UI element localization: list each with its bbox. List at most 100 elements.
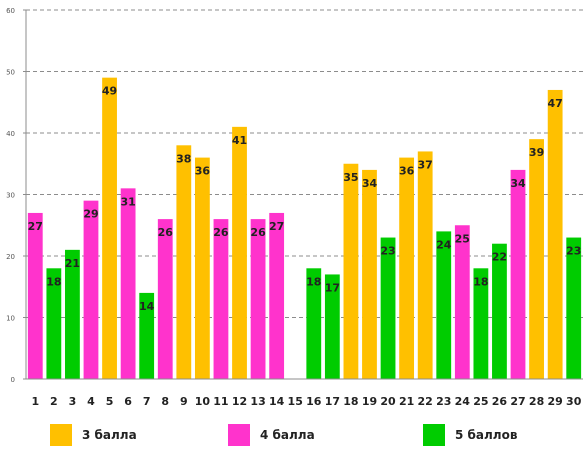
bar-18 [343,163,359,379]
data-label-12: 41 [232,134,247,147]
data-label-29: 47 [547,97,562,110]
data-label-17: 17 [325,281,340,294]
data-label-19: 34 [362,177,378,190]
x-tick-label-11: 11 [213,395,228,408]
x-tick-label-16: 16 [306,395,322,408]
bar-14 [269,212,285,379]
data-label-30: 23 [566,245,581,258]
y-tick-label: 50 [6,69,15,77]
data-label-23: 24 [436,238,452,251]
y-tick-label: 0 [11,376,15,384]
x-tick-label-10: 10 [195,395,211,408]
bar-17 [324,274,340,379]
bar-16 [306,268,322,379]
data-label-18: 35 [343,171,358,184]
data-label-13: 26 [250,226,266,239]
y-tick-label: 10 [6,315,15,323]
x-tick-label-2: 2 [50,395,58,408]
x-tick-label-14: 14 [269,395,285,408]
bar-19 [362,169,377,379]
data-label-3: 21 [65,257,80,270]
x-tick-label-9: 9 [180,395,188,408]
legend-item-5: 5 баллов [423,422,517,448]
data-label-20: 23 [380,245,395,258]
data-label-9: 38 [176,152,191,165]
x-tick-label-4: 4 [87,395,95,408]
x-tick-label-26: 26 [492,395,508,408]
x-axis: 1 2 3 4 5 6 7 8 9 10 11 12 13 14 15 16 17 18 19 20 21 22 23 24 2… [26,378,583,408]
data-label-10: 36 [195,165,211,178]
data-label-6: 31 [120,195,135,208]
x-tick-label-30: 30 [566,395,582,408]
x-tick-label-23: 23 [436,395,451,408]
y-tick-label: 20 [6,253,15,261]
x-tick-label-25: 25 [473,395,488,408]
bar-11 [213,219,229,379]
data-label-21: 36 [399,165,415,178]
data-label-28: 39 [529,146,544,159]
x-tick-label-17: 17 [325,395,340,408]
bar-3 [65,249,80,379]
x-tick-label-7: 7 [143,395,151,408]
bar-28 [529,139,544,379]
data-label-4: 29 [83,208,98,221]
legend-swatch-5 [423,424,445,446]
bar-21 [399,157,415,379]
legend-label-4: 4 балла [260,428,315,442]
bar-4 [83,200,99,379]
x-tick-label-24: 24 [455,395,471,408]
x-tick-label-22: 22 [418,395,433,408]
x-tick-label-21: 21 [399,395,414,408]
bar-8 [157,219,173,379]
bar-2 [46,268,62,379]
x-tick-label-28: 28 [529,395,544,408]
x-tick-label-12: 12 [232,395,247,408]
bar-13 [250,219,266,379]
bar-24 [454,225,470,379]
legend-item-3: 3 балла [50,422,137,448]
bar-7 [139,292,155,379]
data-label-2: 18 [46,275,61,288]
bar-20 [380,237,396,379]
bar-26 [492,243,507,379]
y-tick-label: 60 [6,7,15,15]
data-label-16: 18 [306,275,321,288]
x-tick-label-13: 13 [250,395,265,408]
x-tick-label-8: 8 [161,395,169,408]
legend-item-4: 4 балла [228,422,315,448]
bar-5 [102,77,117,380]
legend-swatch-4 [228,424,250,446]
data-label-24: 25 [455,232,470,245]
bar-6 [120,188,136,379]
bar-25 [473,268,489,379]
x-tick-label-3: 3 [69,395,77,408]
x-tick-label-6: 6 [124,395,132,408]
x-tick-label-5: 5 [106,395,114,408]
data-label-11: 26 [213,226,229,239]
bar-27 [510,169,526,379]
data-label-27: 34 [510,177,526,190]
y-tick-label: 30 [6,192,15,200]
bar-22 [417,151,433,379]
y-tick-label: 40 [6,130,15,138]
legend-label-3: 3 балла [82,428,137,442]
legend-swatch-3 [50,424,72,446]
legend: 3 балла 4 балла 5 баллов [0,422,588,450]
x-tick-label-20: 20 [380,395,396,408]
x-tick-label-1: 1 [31,395,39,408]
bar-1 [27,212,43,379]
y-axis: 0 10 20 30 40 50 60 [6,7,27,384]
x-tick-label-19: 19 [362,395,377,408]
bar-30 [566,237,582,379]
data-label-25: 18 [473,275,488,288]
data-label-7: 14 [139,300,155,313]
data-label-22: 37 [418,158,433,171]
bar-10 [194,157,210,379]
data-label-5: 49 [102,85,117,98]
bar-23 [436,231,452,379]
legend-label-5: 5 баллов [455,428,518,442]
x-tick-label-27: 27 [510,395,525,408]
data-label-26: 22 [492,251,507,264]
